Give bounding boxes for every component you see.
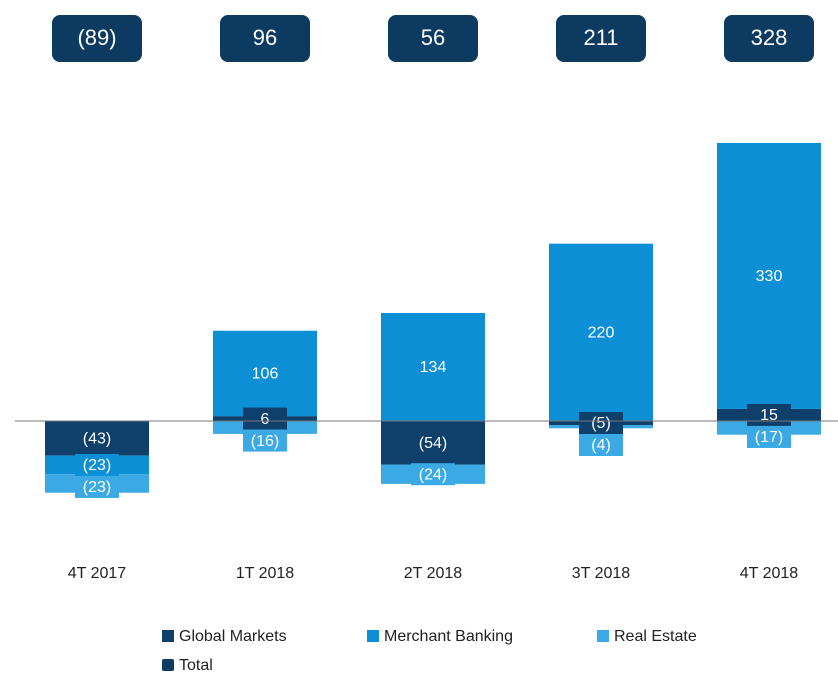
- data-label: (23): [83, 457, 111, 474]
- data-label: (4): [591, 437, 611, 454]
- legend-swatch: [597, 630, 609, 642]
- label-box: [411, 463, 455, 486]
- x-tick-label: 1T 2018: [236, 565, 295, 582]
- label-box: [411, 431, 455, 454]
- x-tick-label: 3T 2018: [572, 565, 631, 582]
- label-box: [579, 321, 623, 344]
- total-label: 96: [253, 25, 277, 50]
- legend-label: Merchant Banking: [384, 628, 513, 645]
- label-box: [243, 407, 287, 430]
- data-label: (17): [755, 429, 783, 446]
- total-label: 328: [751, 25, 788, 50]
- total-label: (89): [77, 25, 116, 50]
- data-label: (24): [419, 466, 447, 483]
- label-box: [579, 412, 623, 435]
- data-label: (23): [83, 479, 111, 496]
- data-label: 15: [760, 407, 778, 424]
- data-label: 6: [261, 411, 270, 428]
- total-box: [220, 15, 310, 62]
- label-box: [75, 427, 119, 450]
- label-box: [243, 429, 287, 452]
- x-tick-label: 4T 2018: [740, 565, 799, 582]
- label-box: [75, 475, 119, 498]
- legend-swatch: [162, 659, 174, 671]
- total-box: [556, 15, 646, 62]
- label-box: [747, 425, 791, 448]
- legend-label: Total: [179, 657, 213, 674]
- label-box: [411, 355, 455, 378]
- data-label: (54): [419, 435, 447, 452]
- data-label: (43): [83, 431, 111, 448]
- total-box: [724, 15, 814, 62]
- data-label: 106: [252, 366, 279, 383]
- legend-swatch: [367, 630, 379, 642]
- total-box: [388, 15, 478, 62]
- legend-swatch: [162, 630, 174, 642]
- legend-label: Global Markets: [179, 628, 287, 645]
- total-box: [52, 15, 142, 62]
- label-box: [243, 362, 287, 385]
- total-label: 56: [421, 25, 445, 50]
- total-label: 211: [583, 25, 618, 50]
- data-label: 220: [588, 325, 615, 342]
- data-label: 134: [420, 359, 447, 376]
- x-tick-label: 4T 2017: [68, 565, 127, 582]
- data-label: (16): [251, 433, 279, 450]
- label-box: [75, 453, 119, 476]
- data-label: 330: [756, 268, 783, 285]
- legend-label: Real Estate: [614, 628, 697, 645]
- data-label: (5): [591, 415, 611, 432]
- x-tick-label: 2T 2018: [404, 565, 463, 582]
- label-box: [747, 264, 791, 287]
- label-box: [747, 403, 791, 426]
- label-box: [579, 434, 623, 457]
